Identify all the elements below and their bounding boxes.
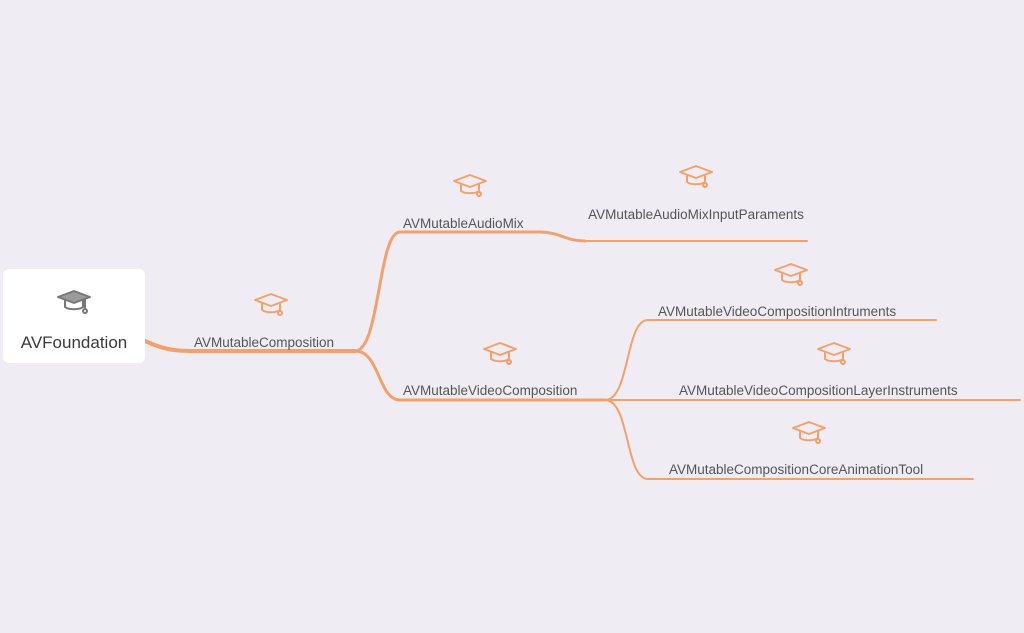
node-audio-mix-input[interactable]: AVMutableAudioMixInputParaments (588, 207, 804, 222)
node-video-instruments[interactable]: AVMutableVideoCompositionIntruments (658, 304, 897, 319)
connector-videocomp-instruments (604, 319, 937, 401)
graduation-cap-icon (453, 174, 487, 197)
connector-composition-videocomp (353, 349, 607, 402)
root-label: AVFoundation (20, 333, 128, 352)
graduation-cap-icon (254, 293, 288, 316)
node-audio-mix[interactable]: AVMutableAudioMix (403, 216, 524, 231)
graduation-cap-icon (792, 421, 826, 444)
graduation-cap-icon (817, 342, 851, 365)
root-node[interactable]: AVFoundation (3, 269, 145, 363)
graduation-cap-icon (483, 342, 517, 365)
graduation-cap-icon (774, 263, 808, 286)
connector-videocomp-coreanim (604, 399, 974, 480)
graduation-cap-icon (57, 290, 91, 314)
node-core-animation-tool[interactable]: AVMutableCompositionCoreAnimationTool (669, 462, 924, 477)
node-composition[interactable]: AVMutableComposition (194, 335, 335, 350)
connector-composition-audiomix (353, 230, 587, 353)
node-video-layer-instruments[interactable]: AVMutableVideoCompositionLayerInstrument… (679, 383, 958, 398)
connector-root-composition (143, 339, 357, 353)
node-video-composition[interactable]: AVMutableVideoComposition (403, 383, 578, 398)
graduation-cap-icon (679, 165, 713, 188)
